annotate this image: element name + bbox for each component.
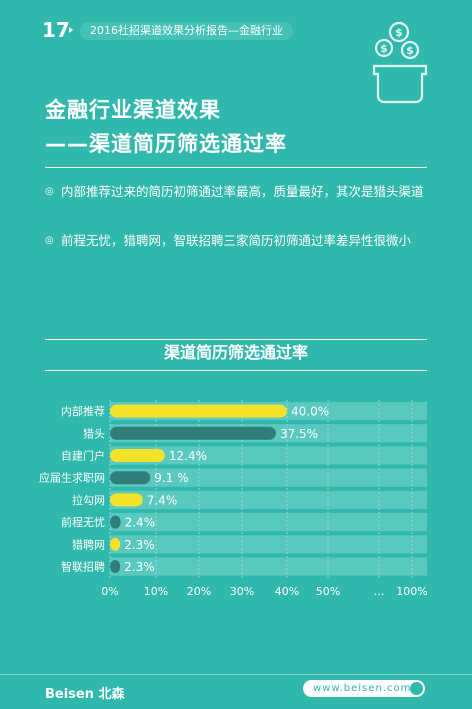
svg-text:$: $ [406,44,414,57]
category-label: 内部推荐 [61,404,105,418]
brand-logo: Beisen 北森 [45,687,125,702]
chart-title: 渠道简历筛选通过率 [163,343,308,362]
category-label: 前程无忧 [61,515,105,529]
bullet-icon: ◎ [45,235,54,246]
bar [110,426,276,440]
bar [110,471,151,485]
row-band [110,557,427,576]
value-label: 40.0% [291,405,329,419]
value-label: 2.3% [124,560,154,574]
x-tick-label: 20% [187,585,211,598]
bullet-item: ◎ 内部推荐过来的简历初筛通过率最高，质量最好，其次是猎头渠道 [45,181,425,202]
svg-text:$: $ [380,42,388,55]
x-tick-label: 0% [101,585,118,598]
value-label: 9.1 % [154,471,188,485]
bar [110,493,143,507]
bar [110,449,165,462]
value-label: 2.3% [124,538,154,552]
x-tick-label: 100% [396,585,427,598]
value-label: 7.4% [147,493,178,507]
bullet-text: 前程无忧，猎聘网，智联招聘三家简历初筛通过率差异性很微小 [61,233,412,248]
report-subtitle: 2016社招渠道效果分析报告—金融行业 [80,22,293,40]
x-tick-label: 30% [230,585,254,598]
x-tick-label: 50% [316,585,340,598]
value-label: 2.4% [125,516,155,530]
row-band [110,446,427,465]
page-arrow-icon [69,27,73,33]
bar [110,515,121,529]
category-label: 猎头 [83,426,105,440]
category-label: 智联招聘 [61,560,105,574]
row-band [110,468,427,487]
category-label: 猎聘网 [72,537,105,551]
page-title-line-2: ——渠道简历筛选通过率 [45,132,287,156]
row-band [110,535,427,554]
x-tick-label: 10% [144,585,168,598]
row-band [110,513,427,532]
svg-text:$: $ [395,26,403,39]
website-link[interactable]: www.beisen.com [303,680,425,697]
category-label: 拉勾网 [72,493,105,507]
bar [110,537,121,551]
bullet-item: ◎ 前程无忧，猎聘网，智联招聘三家简历初筛通过率差异性很微小 [45,230,425,251]
bullet-icon: ◎ [45,186,54,197]
money-pot-icon: $ $ $ [372,21,428,104]
value-label: 12.4% [169,449,207,463]
footer-divider [0,674,472,675]
title-divider [45,167,427,168]
category-label: 应届生求职网 [39,471,105,485]
x-tick-label: … [374,585,385,598]
row-band [110,490,427,509]
bar [110,404,287,418]
bullet-text: 内部推荐过来的简历初筛通过率最高，质量最好，其次是猎头渠道 [61,184,424,199]
value-label: 37.5% [280,427,318,441]
bar [110,560,121,573]
chart-title-frame [45,339,427,371]
page-number: 17 [42,18,70,42]
x-tick-label: 40% [275,585,299,598]
page-title-line-1: 金融行业渠道效果 [45,98,221,122]
category-label: 自建门户 [61,449,105,463]
search-icon[interactable] [410,682,423,695]
